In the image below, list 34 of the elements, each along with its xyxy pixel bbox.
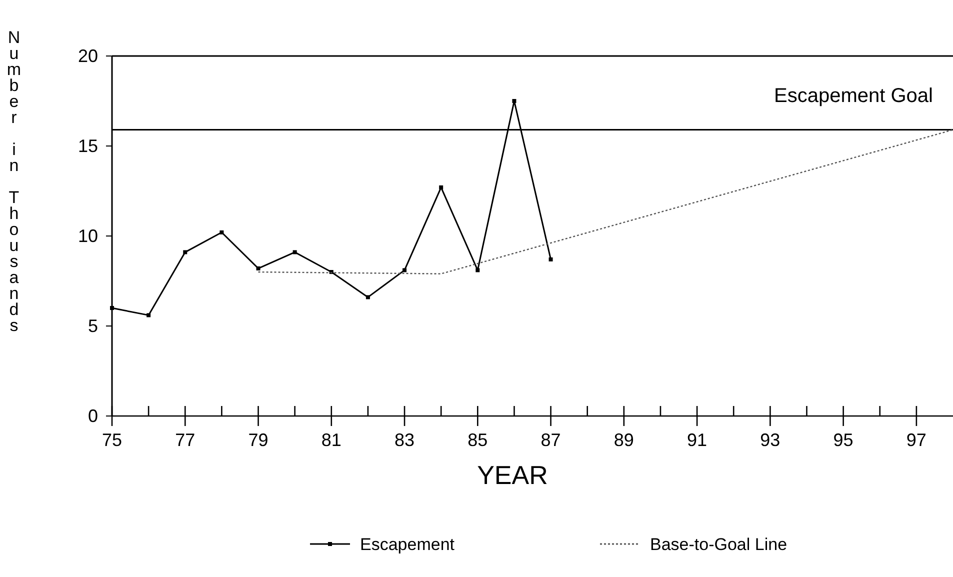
legend-label: Escapement	[360, 535, 455, 554]
ref-line-label: Escapement Goal	[774, 84, 933, 107]
point	[402, 268, 407, 272]
y-tick-label: 20	[78, 46, 98, 66]
point	[220, 230, 224, 234]
legend-label: Base-to-Goal Line	[650, 535, 788, 554]
point	[512, 99, 516, 103]
y-axis-title: Number in Thousands	[4, 28, 24, 332]
point	[183, 250, 188, 254]
x-tick-label: 79	[248, 430, 268, 450]
x-tick-label: 87	[540, 430, 561, 450]
x-tick-label: 93	[760, 430, 780, 450]
x-tick-label: 83	[394, 430, 415, 450]
x-tick-label: 85	[468, 430, 488, 450]
y-tick-label: 5	[88, 316, 98, 336]
point	[548, 257, 553, 262]
x-tick-label: 97	[906, 430, 926, 450]
point	[439, 185, 444, 190]
x-tick-label: 95	[833, 430, 854, 450]
y-tick-label: 0	[88, 406, 98, 426]
x-tick-label: 91	[687, 430, 708, 450]
point	[256, 266, 260, 270]
x-axis-title: YEAR	[477, 460, 548, 490]
point	[476, 268, 480, 272]
point	[146, 313, 151, 318]
x-tick-label: 89	[614, 430, 634, 450]
x-tick-label: 81	[321, 430, 342, 450]
y-tick-label: 15	[78, 136, 98, 156]
y-tick-label: 10	[78, 226, 98, 246]
x-tick-label: 77	[175, 430, 196, 450]
point	[366, 295, 370, 300]
point	[110, 306, 114, 310]
x-tick-label: 75	[102, 430, 122, 450]
point	[292, 250, 297, 254]
